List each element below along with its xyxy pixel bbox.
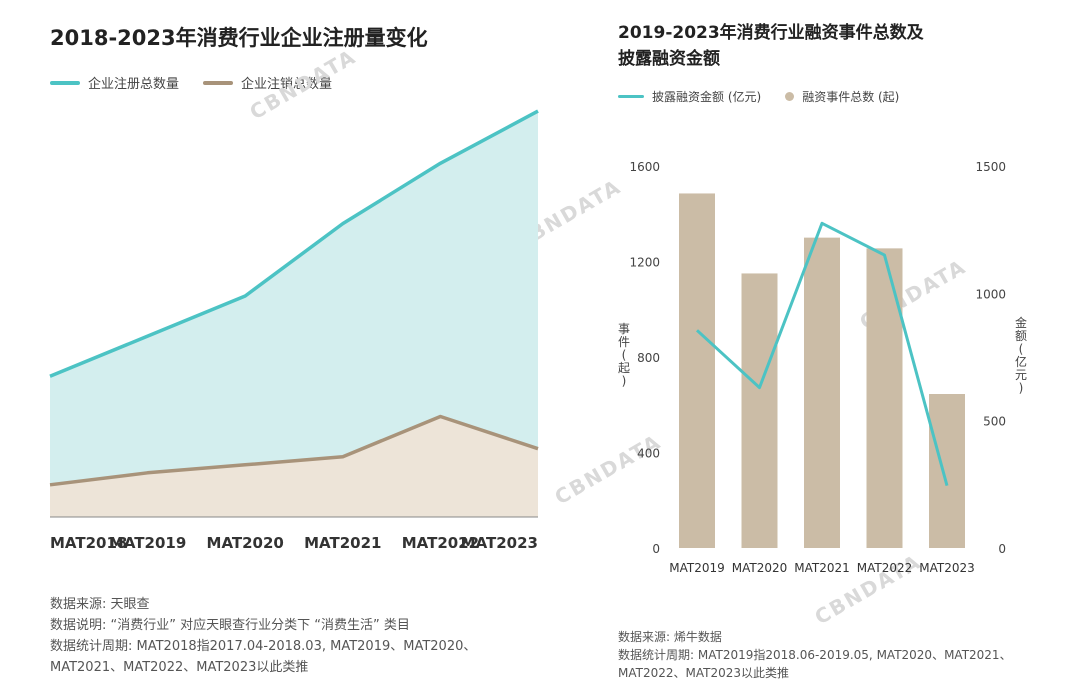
left-y-tick-800: 800 xyxy=(637,351,660,365)
line-registrations xyxy=(49,109,539,378)
right-x-tick-MAT2020: MAT2020 xyxy=(732,561,788,575)
area-registrations xyxy=(50,111,538,517)
left-x-tick-MAT2023: MAT2023 xyxy=(461,534,538,552)
left-note-description: 数据说明: “消费行业” 对应天眼查行业分类下 “消费生活” 类目 xyxy=(50,618,410,633)
right-note-period-cont: MAT2022、MAT2023以此类推 xyxy=(618,666,790,680)
line-funding-amount xyxy=(695,221,949,486)
right-x-tick-MAT2022: MAT2022 xyxy=(857,561,913,575)
legend-swatch-events xyxy=(785,92,795,101)
left-x-tick-MAT2021: MAT2021 xyxy=(304,534,381,552)
legend-label-amount: 披露融资金额 (亿元) xyxy=(652,90,762,104)
legend-label-registrations: 企业注册总数量 xyxy=(88,77,180,92)
right-note-source: 数据来源: 烯牛数据 xyxy=(618,630,722,644)
left-axis-label-char-2: ( xyxy=(622,348,627,362)
right-axis-label-char-4: 元 xyxy=(1015,368,1027,382)
right-axis-label-char-3: 亿 xyxy=(1015,354,1027,369)
left-note-period: 数据统计周期: MAT2018指2017.04-2018.03, MAT2019… xyxy=(50,639,477,654)
right-chart-title-line2: 披露融资金额 xyxy=(618,49,720,69)
left-y-tick-1600: 1600 xyxy=(629,160,660,174)
left-axis-label-char-1: 件 xyxy=(618,335,630,349)
left-x-tick-MAT2020: MAT2020 xyxy=(207,534,284,552)
right-axis-label-char-2: ( xyxy=(1019,342,1024,356)
left-x-tick-MAT2019: MAT2019 xyxy=(109,534,186,552)
right-y-tick-500: 500 xyxy=(983,415,1006,429)
left-x-tick-MAT2018: MAT2018 xyxy=(50,534,127,552)
legend-label-cancellations: 企业注销总数量 xyxy=(241,77,333,92)
left-y-tick-400: 400 xyxy=(637,447,660,461)
right-chart-legend: 披露融资金额 (亿元) 融资事件总数 (起) xyxy=(618,88,923,105)
legend-item-amount: 披露融资金额 (亿元) xyxy=(618,88,761,105)
right-y-tick-1000: 1000 xyxy=(975,287,1006,301)
left-note-source: 数据来源: 天眼查 xyxy=(50,597,150,612)
right-chart-title: 2019-2023年消费行业融资事件总数及 披露融资金额 xyxy=(618,20,1058,72)
right-y-tick-1500: 1500 xyxy=(975,160,1006,174)
left-x-tick-MAT2022: MAT2022 xyxy=(402,534,479,552)
right-y-tick-0: 0 xyxy=(998,542,1006,556)
line-cancellations xyxy=(49,414,539,487)
bar-MAT2020 xyxy=(741,273,778,548)
watermark-3: CBNDATA xyxy=(551,429,666,509)
right-axis-label-char-0: 金 xyxy=(1015,315,1027,330)
watermark-0: CBNDATA xyxy=(246,44,361,124)
area-cancellations xyxy=(50,416,538,517)
right-axis-label-char-1: 额 xyxy=(1015,329,1027,343)
left-y-tick-1200: 1200 xyxy=(629,256,660,270)
legend-item-registrations: 企业注册总数量 xyxy=(50,73,179,92)
left-chart-notes: 数据来源: 天眼查 数据说明: “消费行业” 对应天眼查行业分类下 “消费生活”… xyxy=(50,594,570,678)
left-axis-label-char-3: 起 xyxy=(618,361,630,375)
right-x-tick-MAT2021: MAT2021 xyxy=(794,561,850,575)
right-chart-notes: 数据来源: 烯牛数据 数据统计周期: MAT2019指2018.06-2019.… xyxy=(618,628,1058,682)
left-axis-label-char-0: 事 xyxy=(618,322,630,336)
legend-label-events: 融资事件总数 (起) xyxy=(802,90,900,104)
left-y-tick-0: 0 xyxy=(652,542,660,556)
left-axis-label-char-4: ) xyxy=(622,374,627,388)
right-chart-title-line1: 2019-2023年消费行业融资事件总数及 xyxy=(618,23,924,43)
bar-MAT2019 xyxy=(679,193,715,549)
legend-swatch-registrations xyxy=(50,80,80,85)
legend-swatch-amount xyxy=(618,95,644,98)
right-note-period: 数据统计周期: MAT2019指2018.06-2019.05, MAT2020… xyxy=(618,648,1012,662)
right-x-tick-MAT2019: MAT2019 xyxy=(669,561,725,575)
left-note-period-cont: MAT2021、MAT2022、MAT2023以此类推 xyxy=(50,660,309,675)
left-chart-legend: 企业注册总数量 企业注销总数量 xyxy=(50,73,356,92)
right-axis-label-char-5: ) xyxy=(1019,381,1024,395)
bar-MAT2023 xyxy=(929,394,965,548)
legend-item-events: 融资事件总数 (起) xyxy=(785,88,899,105)
legend-swatch-cancellations xyxy=(203,80,234,85)
left-chart-title: 2018-2023年消费行业企业注册量变化 xyxy=(50,26,428,50)
right-x-tick-MAT2023: MAT2023 xyxy=(919,561,975,575)
legend-item-cancellations: 企业注销总数量 xyxy=(203,73,332,92)
bar-MAT2021 xyxy=(804,237,840,548)
bar-MAT2022 xyxy=(866,248,903,548)
